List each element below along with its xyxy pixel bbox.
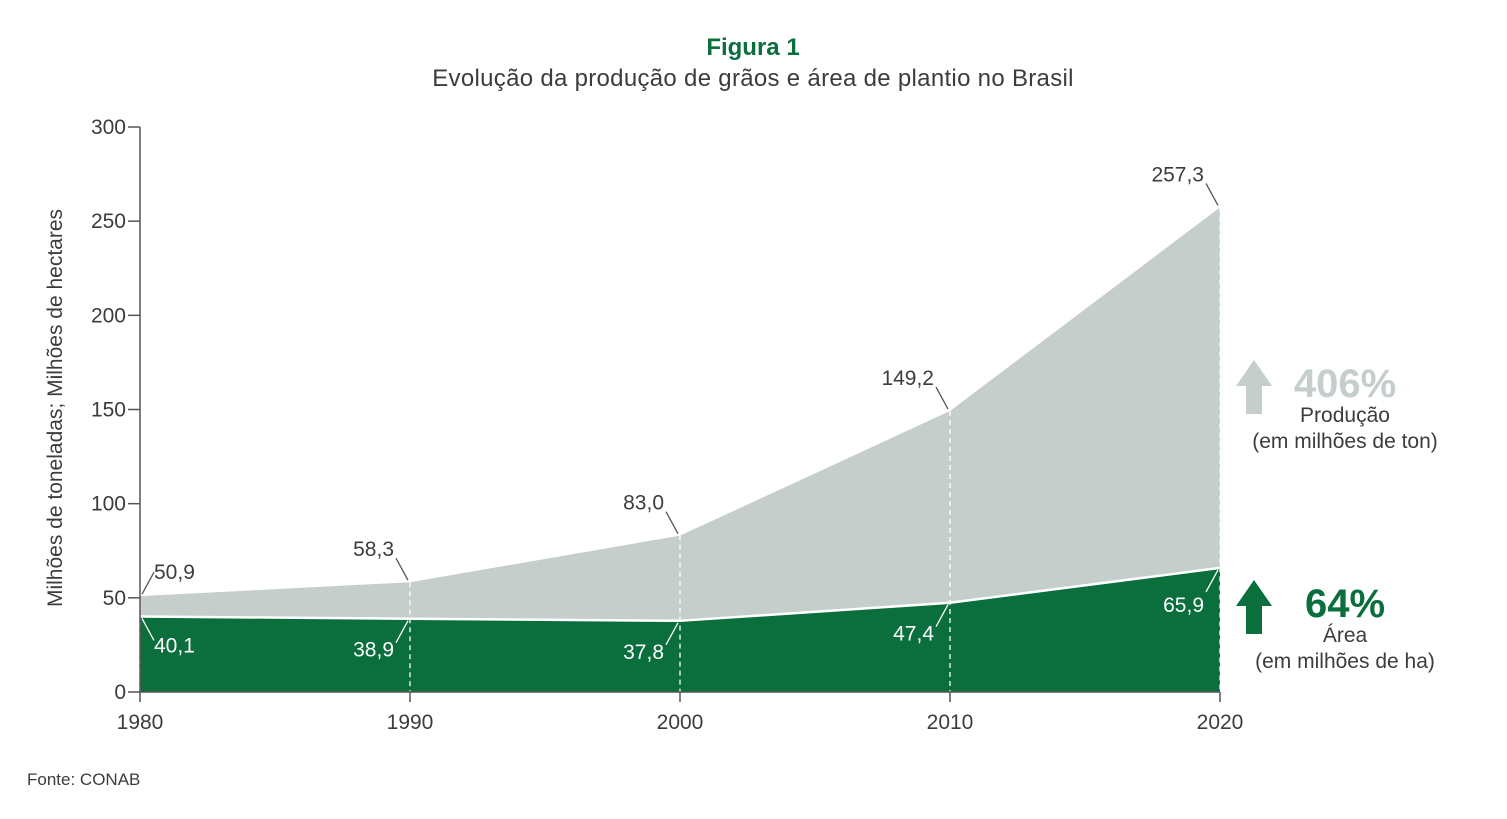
y-tick-label: 0	[114, 681, 126, 704]
chart-title: Evolução da produção de grãos e área de …	[432, 65, 1074, 92]
area-value-label: 40,1	[154, 634, 195, 657]
production-value-label: 149,2	[881, 367, 934, 390]
y-tick-label: 200	[91, 304, 126, 327]
area-leader-line	[935, 604, 949, 628]
production-percent: 406%	[1294, 362, 1396, 406]
production-unit: (em milhões de ton)	[1252, 430, 1438, 453]
production-value-label: 257,3	[1151, 163, 1204, 186]
chart-axes: 0 50 100 150 200 250 300 1980 1990 2000 2010 2020	[91, 116, 1243, 734]
y-tick-label: 100	[91, 493, 126, 516]
area-value-label: 65,9	[1163, 594, 1204, 617]
production-value-label: 83,0	[623, 492, 664, 515]
y-tick-label: 150	[91, 399, 126, 422]
production-leader-line	[141, 571, 155, 595]
x-tick-label: 2000	[657, 711, 704, 734]
production-value-label: 50,9	[154, 561, 195, 584]
area-value-label: 47,4	[893, 623, 934, 646]
y-tick-label: 50	[103, 587, 126, 610]
production-annotation: 406% Produção (em milhões de ton)	[1236, 360, 1438, 453]
production-leader-line	[1205, 183, 1219, 206]
y-tick-label: 300	[91, 116, 126, 139]
area-up-arrow-icon	[1236, 580, 1272, 634]
production-leader-line	[935, 386, 949, 410]
y-tick-label: 250	[91, 210, 126, 233]
production-leader-line	[395, 557, 409, 581]
x-tick-label: 1980	[117, 711, 164, 734]
area-annotation: 64% Área (em milhões de ha)	[1236, 580, 1435, 673]
area-percent: 64%	[1305, 582, 1385, 626]
production-leader-line	[665, 511, 679, 534]
area-leader-line	[665, 622, 679, 646]
production-label: Produção	[1300, 404, 1390, 427]
y-axis-label: Milhões de toneladas; Milhões de hectare…	[44, 209, 67, 607]
source-note: Fonte: CONAB	[27, 770, 140, 789]
production-area	[140, 207, 1220, 692]
x-tick-label: 1990	[387, 711, 434, 734]
area-leader-line	[395, 620, 409, 644]
x-tick-label: 2010	[927, 711, 974, 734]
chart-data-labels: 50,9 58,3 83,0 149,2 257,3 40,1 38,9 37,8 47,4 65…	[141, 163, 1219, 664]
area-label: Área	[1323, 624, 1368, 647]
production-value-label: 58,3	[353, 538, 394, 561]
area-unit: (em milhões de ha)	[1255, 650, 1435, 673]
x-tick-label: 2020	[1197, 711, 1244, 734]
area-value-label: 37,8	[623, 641, 664, 664]
production-up-arrow-icon	[1236, 360, 1272, 414]
figure-label: Figura 1	[706, 34, 799, 61]
area-leader-line	[1205, 569, 1219, 593]
area-value-label: 38,9	[353, 639, 394, 662]
area-leader-line	[141, 618, 155, 641]
